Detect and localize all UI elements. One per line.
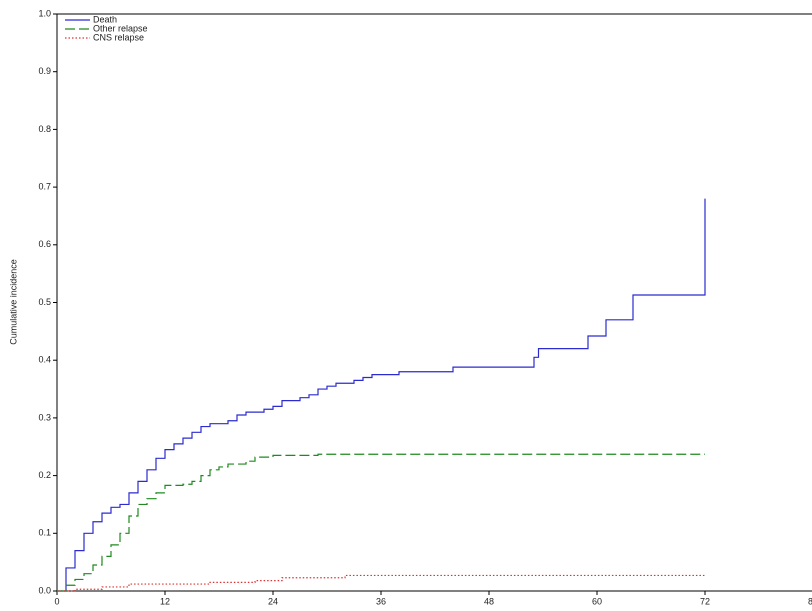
y-tick-label: 1.0 [38,8,51,18]
y-tick-label: 0.6 [38,239,51,249]
x-tick-label: 36 [376,596,386,606]
step-line [57,574,705,592]
x-tick-label: 12 [160,596,170,606]
x-tick-label: 48 [484,596,494,606]
y-axis-label: Cumulative incidence [8,259,18,345]
y-tick-label: 0.0 [38,585,51,595]
legend-label: Other relapse [93,23,148,33]
legend-label: CNS relapse [93,32,144,42]
y-tick-label: 0.4 [38,355,51,365]
x-tick-label: 0 [54,596,59,606]
x-tick-label: 72 [700,596,710,606]
x-tick-label: 60 [592,596,602,606]
y-tick-label: 0.1 [38,528,51,538]
y-tick-label: 0.2 [38,470,51,480]
step-line [57,453,705,592]
y-tick-label: 0.5 [38,297,51,307]
y-tick-label: 0.3 [38,412,51,422]
legend-label: Death [93,14,117,24]
y-tick-label: 0.9 [38,66,51,76]
x-tick-label: 84 [808,596,812,606]
step-line [57,198,706,592]
y-tick-label: 0.7 [38,181,51,191]
x-tick-label: 24 [268,596,278,606]
y-tick-label: 0.8 [38,124,51,134]
